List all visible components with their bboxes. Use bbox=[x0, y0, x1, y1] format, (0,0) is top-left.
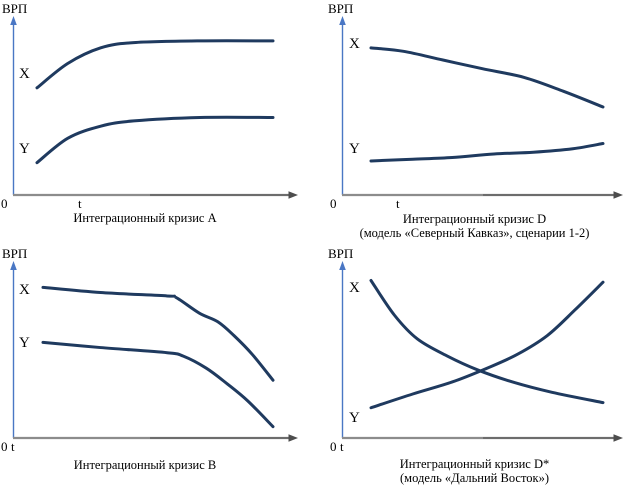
y-axis-label: ВРП bbox=[328, 1, 353, 16]
chart-dstar-caption: Интеграционный кризис D* (модель «Дальни… bbox=[323, 457, 626, 485]
curve-y bbox=[369, 280, 605, 410]
curve-y bbox=[369, 142, 605, 163]
chart-d-caption: Интеграционный кризис D (модель «Северны… bbox=[323, 212, 626, 240]
chart-a-panel: ВРП X Y 0 t Интеграционный кризис A bbox=[0, 0, 313, 245]
x-axis-arrow-icon bbox=[613, 191, 623, 199]
chart-b-caption: Интеграционный кризис B bbox=[0, 458, 290, 473]
curve-x bbox=[35, 39, 275, 90]
chart-b-panel: ВРП X Y 0 t Интеграционный кризис B bbox=[0, 245, 313, 490]
chart-d-panel: ВРП X Y 0 t Интеграционный кризис D (мод… bbox=[313, 0, 626, 245]
chart-d-subtitle: (модель «Северный Кавказ», сценарии 1-2) bbox=[359, 225, 590, 240]
curve-x bbox=[369, 46, 605, 109]
chart-a-title: Интеграционный кризис A bbox=[73, 211, 217, 225]
series-x-label: X bbox=[349, 36, 360, 52]
series-x-label: X bbox=[19, 66, 30, 82]
curve-y bbox=[41, 340, 275, 429]
chart-dstar-title: Интеграционный кризис D* bbox=[399, 457, 550, 471]
origin-label: 0 bbox=[1, 439, 8, 454]
origin-label: 0 bbox=[330, 439, 337, 454]
chart-dstar-canvas: ВРП X Y 0 t bbox=[328, 246, 623, 454]
chart-d-title: Интеграционный кризис D bbox=[402, 212, 547, 226]
curve-x bbox=[369, 278, 605, 405]
series-y-label: Y bbox=[19, 335, 30, 351]
curve-y bbox=[35, 115, 275, 165]
chart-b-canvas: ВРП X Y 0 t bbox=[1, 246, 298, 454]
chart-dstar-subtitle: (модель «Дальний Восток») bbox=[400, 470, 549, 485]
chart-a-caption: Интеграционный кризис A bbox=[0, 211, 290, 226]
chart-a-canvas: ВРП X Y 0 t bbox=[1, 1, 298, 211]
x-axis-arrow-icon bbox=[613, 434, 623, 442]
series-x-label: X bbox=[349, 280, 360, 296]
series-y-label: Y bbox=[19, 141, 30, 157]
x-tick-label: t bbox=[396, 196, 400, 211]
origin-label: 0 bbox=[1, 196, 8, 211]
y-axis-arrow-icon bbox=[339, 16, 346, 25]
curve-x bbox=[41, 285, 275, 382]
y-axis-label: ВРП bbox=[2, 246, 27, 261]
y-axis-arrow-icon bbox=[339, 261, 346, 270]
x-tick-label: t bbox=[78, 196, 82, 211]
y-axis-arrow-icon bbox=[10, 16, 17, 25]
origin-label: 0 bbox=[330, 196, 337, 211]
x-axis-arrow-icon bbox=[288, 434, 298, 442]
y-axis-label: ВРП bbox=[328, 246, 353, 261]
chart-d-canvas: ВРП X Y 0 t bbox=[328, 1, 623, 211]
x-tick-label: t bbox=[11, 439, 15, 454]
series-y-label: Y bbox=[349, 410, 360, 426]
chart-dstar-panel: ВРП X Y 0 t Интеграционный кризис D* (мо… bbox=[313, 245, 626, 490]
series-x-label: X bbox=[19, 282, 30, 298]
y-axis-label: ВРП bbox=[2, 1, 27, 16]
x-tick-label: t bbox=[340, 439, 344, 454]
series-y-label: Y bbox=[349, 141, 360, 157]
x-axis-arrow-icon bbox=[288, 191, 298, 199]
y-axis-arrow-icon bbox=[10, 261, 17, 270]
chart-b-title: Интеграционный кризис B bbox=[73, 458, 217, 472]
